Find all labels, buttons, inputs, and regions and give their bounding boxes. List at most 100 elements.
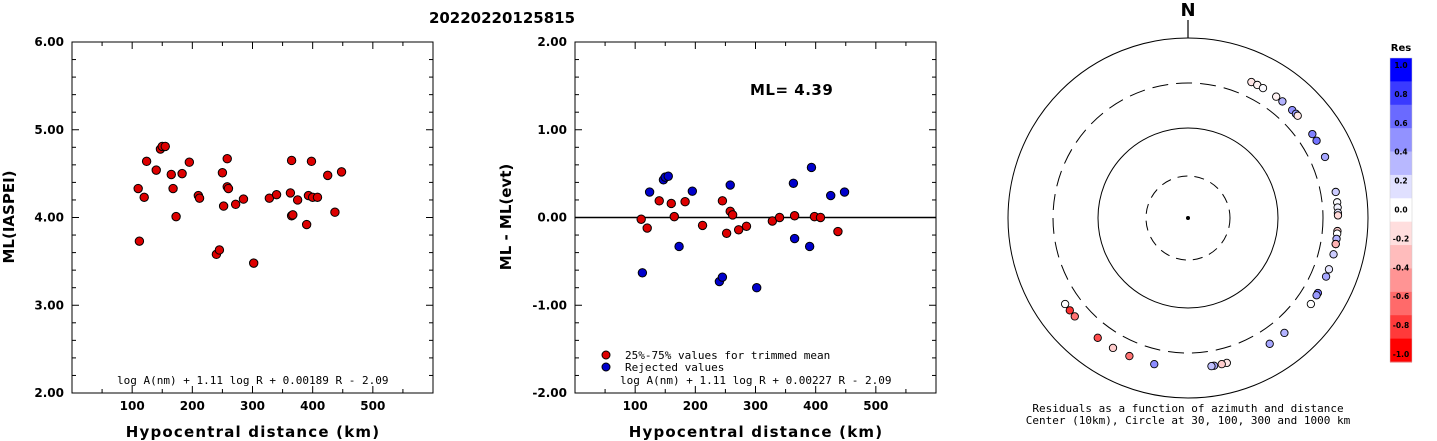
azimuth-residual-points bbox=[1060, 77, 1343, 371]
station-residual-point bbox=[1065, 306, 1074, 315]
station-residual-point bbox=[1108, 343, 1118, 353]
page-title: 20220220125815 bbox=[429, 9, 575, 27]
ml-residual-y-tick-label: -1.00 bbox=[532, 298, 567, 312]
ml-residual-points bbox=[636, 162, 850, 293]
ml-residual-axis-ticks: 100 200 300 400 500 -2.00 -1.00 0.00 1.00 2.00 bbox=[532, 35, 936, 413]
ring-1000km bbox=[1007, 37, 1369, 399]
station-residual-point bbox=[1217, 360, 1226, 369]
station-residual-point bbox=[1150, 360, 1159, 369]
colorbar-tick-label: 0.6 bbox=[1394, 119, 1407, 128]
ml-residual-data-point bbox=[697, 220, 708, 231]
ml-iaspei-data-point bbox=[194, 193, 205, 203]
ml-residual-y-tick-label: 1.00 bbox=[537, 123, 567, 137]
ml-iaspei-y-tick-label: 5.00 bbox=[34, 123, 64, 137]
station-residual-point bbox=[1093, 333, 1102, 342]
ml-iaspei-data-point bbox=[292, 195, 303, 205]
ml-iaspei-x-tick-label: 300 bbox=[240, 399, 265, 413]
ml-residual-y-tick-label: 0.00 bbox=[537, 211, 567, 225]
ml-iaspei-data-point bbox=[177, 168, 187, 179]
colorbar-cell bbox=[1390, 81, 1412, 106]
ml-iaspei-data-point bbox=[312, 192, 323, 203]
ml-iaspei-data-point bbox=[166, 169, 176, 180]
ml-residual-data-point bbox=[727, 210, 738, 220]
ml-iaspei-data-point bbox=[285, 188, 296, 198]
ml-iaspei-axis-ticks: 100 200 300 400 500 2.00 3.00 4.00 5.00 6.00 bbox=[34, 35, 433, 413]
ml-iaspei-y-tick-label: 4.00 bbox=[34, 211, 64, 225]
legend-rejected-label: Rejected values bbox=[625, 361, 724, 374]
station-residual-point bbox=[1293, 111, 1302, 120]
ml-residual-panel: 100 200 300 400 500 -2.00 -1.00 0.00 1.00 2.00 ML… bbox=[497, 35, 937, 441]
ml-iaspei-data-point bbox=[230, 199, 241, 210]
ml-residual-data-point bbox=[644, 187, 655, 197]
ml-iaspei-data-point bbox=[306, 156, 317, 167]
ml-residual-x-tick-label: 100 bbox=[623, 399, 648, 413]
ml-iaspei-data-point bbox=[286, 155, 297, 166]
north-label: N bbox=[1180, 0, 1195, 21]
ml-iaspei-y-axis-label: ML(IASPEI) bbox=[0, 170, 18, 263]
ml-residual-data-point bbox=[752, 283, 762, 293]
ml-residual-data-point bbox=[669, 211, 679, 222]
colorbar-tick-label: -0.2 bbox=[1393, 234, 1409, 243]
ml-iaspei-data-point bbox=[151, 165, 161, 175]
ml-residual-data-point bbox=[663, 171, 673, 181]
ml-residual-data-point bbox=[826, 190, 836, 201]
ml-iaspei-data-point bbox=[139, 192, 149, 203]
colorbar-cell bbox=[1390, 58, 1412, 82]
ml-residual-data-point bbox=[833, 226, 843, 237]
colorbar-cell bbox=[1390, 174, 1412, 199]
ml-residual-data-point bbox=[789, 233, 800, 244]
ring-100km bbox=[1097, 127, 1279, 309]
ml-iaspei-data-point bbox=[301, 219, 312, 230]
colorbar-tick-label: 0.8 bbox=[1394, 90, 1407, 99]
station-residual-point bbox=[1324, 265, 1334, 274]
ml-iaspei-data-point bbox=[223, 183, 234, 194]
ml-iaspei-plot-frame bbox=[71, 41, 434, 394]
ml-residual-data-point bbox=[666, 198, 676, 209]
ml-iaspei-data-point bbox=[134, 236, 145, 246]
ml-residual-data-point bbox=[654, 196, 664, 206]
station-residual-point bbox=[1331, 187, 1340, 197]
ml-iaspei-data-point bbox=[336, 167, 347, 177]
ml-iaspei-y-tick-label: 2.00 bbox=[34, 386, 64, 400]
ml-iaspei-data-point bbox=[214, 245, 225, 255]
ml-iaspei-y-tick-label: 3.00 bbox=[34, 298, 64, 312]
ml-iaspei-data-point bbox=[141, 156, 152, 167]
ml-residual-data-point bbox=[815, 212, 826, 223]
ml-residual-data-point bbox=[839, 187, 850, 197]
ml-iaspei-points bbox=[133, 141, 347, 268]
ml-iaspei-x-tick-label: 100 bbox=[120, 399, 145, 413]
ml-residual-data-point bbox=[789, 211, 800, 221]
ml-residual-data-point bbox=[636, 214, 646, 224]
station-residual-point bbox=[1265, 339, 1274, 348]
ml-iaspei-data-point bbox=[218, 201, 229, 211]
ml-residual-data-point bbox=[717, 196, 728, 206]
ml-iaspei-x-tick-label: 200 bbox=[180, 399, 205, 413]
ml-residual-data-point bbox=[774, 212, 785, 223]
ml-residual-y-tick-label: 2.00 bbox=[537, 35, 567, 49]
station-residual-point bbox=[1272, 92, 1281, 101]
station-residual-point bbox=[1333, 211, 1343, 220]
colorbar-title: Res bbox=[1391, 43, 1411, 54]
colorbar-cell bbox=[1390, 245, 1412, 269]
ml-residual-data-point bbox=[687, 186, 698, 196]
station-residual-point bbox=[1308, 129, 1317, 139]
legend-trimmed-label: 25%-75% values for trimmed mean bbox=[625, 349, 830, 362]
ml-residual-x-tick-label: 200 bbox=[683, 399, 708, 413]
ml-iaspei-data-point bbox=[184, 157, 195, 167]
ml-iaspei-formula: log A(nm) + 1.11 log R + 0.00189 R - 2.0… bbox=[117, 374, 389, 387]
ml-iaspei-data-point bbox=[133, 183, 143, 194]
ml-residual-data-point bbox=[725, 180, 735, 190]
colorbar-cell bbox=[1390, 268, 1412, 293]
colorbar-cell bbox=[1390, 198, 1412, 223]
colorbar-tick-labels: 1.0 0.8 0.6 0.4 0.2 0.0 -0.2 -0.4 -0.6 -0.8 -1.0 bbox=[1393, 61, 1409, 359]
ring-30km bbox=[1145, 175, 1231, 261]
station-residual-point bbox=[1070, 312, 1079, 321]
ml-residual-y-tick-label: -2.00 bbox=[532, 386, 567, 400]
station-residual-point bbox=[1280, 328, 1289, 338]
station-residual-point bbox=[1125, 351, 1134, 361]
colorbar-tick-label: 0.2 bbox=[1394, 177, 1407, 186]
colorbar-tick-label: -0.4 bbox=[1393, 263, 1409, 272]
colorbar-frame bbox=[1389, 57, 1413, 363]
azimuth-residual-panel: N Residuals as a function of azimuth and… bbox=[1007, 0, 1369, 427]
